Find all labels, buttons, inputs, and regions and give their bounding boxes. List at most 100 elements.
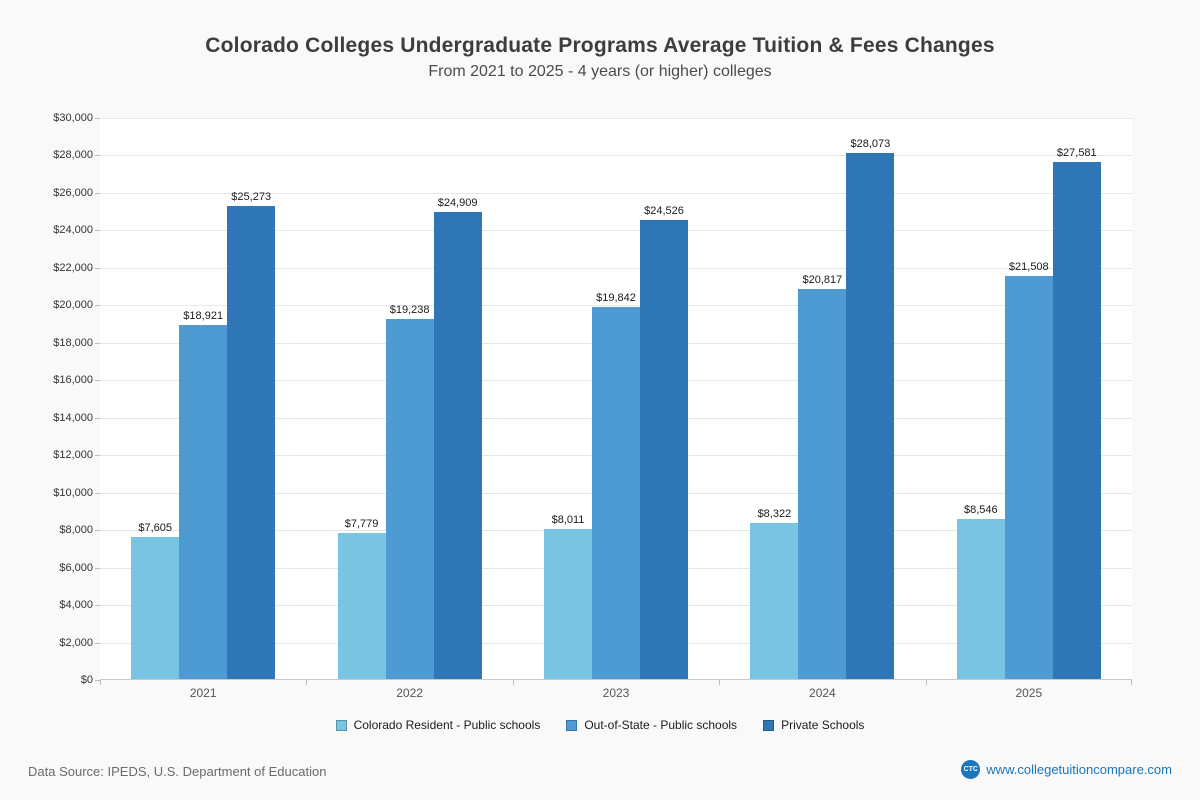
bar-value-label: $19,238	[389, 303, 430, 316]
y-tick-mark	[95, 492, 100, 494]
y-tick-mark	[95, 567, 100, 569]
legend-item: Out-of-State - Public schools	[566, 718, 737, 732]
y-axis-tick-label: $10,000	[53, 486, 93, 499]
x-axis-tick-label: 2022	[396, 686, 423, 700]
footer-branding: CTC www.collegetuitioncompare.com	[961, 760, 1172, 779]
x-axis-tick-label: 2023	[602, 686, 630, 700]
y-axis-tick-label: $30,000	[53, 112, 93, 124]
y-axis-tick-label: $8,000	[59, 524, 93, 537]
bar-value-label: $8,322	[757, 508, 792, 521]
x-tick-mark	[512, 680, 514, 685]
bar-value-label: $27,581	[1056, 147, 1097, 160]
y-tick-mark	[95, 455, 100, 457]
y-axis-tick-label: $14,000	[53, 411, 93, 424]
y-tick-mark	[95, 118, 100, 119]
legend-label: Private Schools	[781, 718, 865, 732]
bar-value-label: $20,817	[802, 274, 843, 287]
bar-out-of-state-public-schools-2024	[798, 289, 847, 679]
y-axis-tick-label: $26,000	[53, 186, 93, 199]
bar-value-label: $8,546	[963, 503, 998, 516]
gridline	[100, 155, 1132, 157]
bar-colorado-resident-public-schools-2024	[750, 523, 799, 679]
y-axis-tick-label: $20,000	[53, 299, 93, 312]
legend-label: Colorado Resident - Public schools	[353, 718, 541, 732]
y-axis-tick-label: $0	[80, 674, 93, 686]
bar-out-of-state-public-schools-2023	[592, 307, 640, 679]
y-axis-tick-label: $12,000	[53, 449, 93, 462]
x-axis: 2021 2022 2023 2024 2025	[100, 686, 1132, 706]
y-tick-mark	[95, 305, 100, 307]
y-tick-mark	[95, 342, 100, 344]
y-axis-tick-label: $6,000	[59, 561, 93, 574]
gridline	[100, 192, 1132, 194]
bar-out-of-state-public-schools-2021	[179, 324, 228, 679]
y-tick-mark	[95, 155, 100, 157]
y-axis-tick-label: $28,000	[53, 149, 93, 162]
y-axis-tick-label: $4,000	[59, 599, 93, 612]
y-axis-tick-label: $18,000	[53, 336, 93, 349]
bar-colorado-resident-public-schools-2025	[956, 518, 1005, 679]
bar-private-schools-2025	[1052, 162, 1101, 679]
bar-out-of-state-public-schools-2025	[1004, 276, 1053, 679]
y-tick-mark	[95, 230, 100, 232]
bar-private-schools-2022	[433, 212, 482, 679]
bar-private-schools-2024	[846, 153, 895, 679]
legend-swatch-icon	[335, 719, 347, 731]
y-axis-tick-label: $24,000	[53, 224, 93, 237]
y-axis-tick-label: $16,000	[53, 374, 93, 387]
x-tick-mark	[1131, 680, 1132, 685]
gridline	[100, 230, 1132, 232]
plot-area: $7,605 $18,921 $25,273 $7,779 $19,238 $24,909…	[95, 118, 1132, 685]
y-tick-mark	[95, 417, 100, 419]
bar-value-label: $25,273	[231, 190, 272, 203]
bar-value-label: $21,508	[1008, 261, 1049, 274]
x-axis-tick-label: 2021	[189, 686, 217, 700]
x-tick-mark	[306, 680, 308, 685]
bar-private-schools-2023	[640, 219, 688, 679]
legend-item: Private Schools	[763, 718, 864, 732]
legend-swatch-icon	[763, 719, 775, 731]
y-axis-tick-label: $2,000	[59, 636, 93, 649]
y-tick-mark	[95, 680, 100, 681]
legend-label: Out-of-State - Public schools	[584, 718, 738, 732]
bar-value-label: $18,921	[183, 309, 224, 322]
x-axis-tick-label: 2025	[1015, 686, 1043, 700]
bar-value-label: $8,011	[551, 513, 585, 526]
bar-value-label: $19,842	[596, 292, 636, 305]
bar-value-label: $7,605	[138, 521, 173, 534]
y-tick-mark	[95, 605, 100, 607]
chart-subtitle: From 2021 to 2025 - 4 years (or higher) …	[428, 63, 772, 80]
gridline	[100, 267, 1132, 269]
gridline	[100, 118, 1132, 119]
bar-colorado-resident-public-schools-2022	[337, 533, 386, 679]
bar-value-label: $24,909	[437, 197, 478, 210]
y-axis: $0 $2,000 $4,000 $6,000 $8,000 $10,000 $12,000…	[0, 112, 93, 686]
x-axis-line	[100, 679, 1132, 680]
bar-value-label: $24,526	[644, 204, 684, 217]
x-tick-mark	[100, 680, 101, 685]
y-tick-mark	[95, 192, 100, 194]
bar-colorado-resident-public-schools-2023	[544, 528, 592, 679]
y-tick-mark	[95, 380, 100, 382]
bar-colorado-resident-public-schools-2021	[131, 536, 180, 679]
chart-title: Colorado Colleges Undergraduate Programs…	[205, 34, 995, 57]
footer-source: Data Source: IPEDS, U.S. Department of E…	[28, 764, 327, 779]
gridline	[100, 305, 1132, 307]
y-axis-tick-label: $22,000	[53, 261, 93, 274]
legend-item: Colorado Resident - Public schools	[335, 718, 541, 732]
legend-swatch-icon	[566, 719, 578, 731]
y-tick-mark	[95, 267, 100, 269]
legend: Colorado Resident - Public schools Out-of…	[0, 718, 1200, 732]
website-link[interactable]: www.collegetuitioncompare.com	[986, 762, 1172, 777]
bar-out-of-state-public-schools-2022	[385, 318, 434, 679]
bar-value-label: $7,779	[344, 518, 379, 531]
bar-private-schools-2021	[227, 205, 276, 679]
y-tick-mark	[95, 642, 100, 644]
x-tick-mark	[719, 680, 721, 685]
x-axis-tick-label: 2024	[809, 686, 836, 700]
bar-value-label: $28,073	[850, 138, 891, 151]
x-tick-mark	[925, 680, 927, 685]
ctc-logo-icon: CTC	[961, 760, 981, 779]
y-tick-mark	[95, 530, 100, 532]
